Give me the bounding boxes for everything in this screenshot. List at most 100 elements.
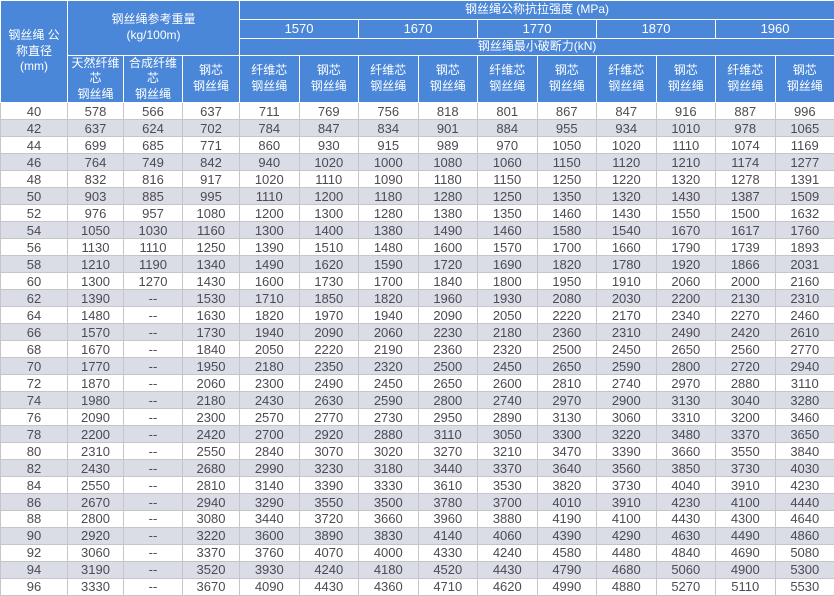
value-cell: 1893 [774,238,834,257]
value-cell: 2880 [715,374,776,393]
value-cell: 2031 [774,255,834,274]
value-cell: -- [123,323,183,342]
value-cell: 2320 [358,357,419,376]
value-cell: 2430 [67,459,124,478]
value-cell: 816 [123,170,183,189]
value-cell: 1270 [123,272,183,291]
value-cell: 2060 [181,374,241,393]
table-row: 92 3060 -- 3370 3760 4070 4000 4330 4240 4580 4480… [0,543,834,562]
value-cell: 1700 [358,272,419,291]
value-cell: 3700 [477,493,538,511]
value-cell: 1050 [536,136,598,155]
value-cell: 847 [596,102,657,121]
strength-value-header: 1960 [715,19,834,39]
value-cell: -- [123,543,183,562]
table-row: 96 3330 -- 3670 4090 4430 4360 4710 4620 4990 4880… [0,577,834,596]
value-cell: 2590 [358,391,419,410]
value-cell: 637 [67,119,124,138]
value-cell: 3840 [774,442,834,461]
table-row: 82 2430 -- 2680 2990 3230 3180 3440 3370 3640 3560… [0,459,834,478]
value-cell: 4090 [239,577,300,596]
value-cell: 1950 [181,357,241,376]
value-cell: 2550 [67,476,124,495]
value-cell: 2650 [655,340,717,359]
table-row: 40 578 566 637 711 769 756 818 801 867 847 916 887 99… [0,102,834,121]
value-cell: -- [123,425,183,444]
value-cell: 1430 [655,187,717,206]
value-cell: 3270 [417,442,479,461]
value-cell: 2500 [417,357,479,376]
value-cell: 771 [181,136,241,155]
value-cell: 3200 [715,408,776,427]
value-cell: 3660 [358,510,419,528]
value-cell: 834 [358,119,419,138]
value-cell: 2030 [596,289,657,308]
value-cell: 3500 [358,493,419,511]
value-cell: 1790 [655,238,717,257]
value-cell: 4880 [596,577,657,596]
value-cell: 1220 [596,170,657,189]
value-cell: 1739 [715,238,776,257]
value-cell: -- [123,306,183,325]
value-cell: 1820 [239,306,300,325]
value-cell: 2940 [181,493,241,511]
value-cell: 2220 [298,340,360,359]
value-cell: 2080 [536,289,598,308]
value-cell: 1277 [774,153,834,172]
table-row: 54 1050 1030 1160 1300 1400 1380 1490 1460 1580 15… [0,221,834,240]
value-cell: 2680 [181,459,241,478]
value-cell: 2950 [417,408,479,427]
value-cell: 916 [655,102,717,121]
value-cell: 3640 [536,459,598,478]
value-cell: 832 [67,170,124,189]
value-cell: 867 [536,102,598,121]
diameter-cell: 58 [0,255,68,274]
value-cell: -- [123,577,183,596]
value-cell: 4230 [655,493,717,511]
value-cell: 1500 [715,204,776,223]
value-cell: 1169 [774,136,834,155]
value-cell: 2630 [298,391,360,410]
table-row: 46 764 749 842 940 1020 1000 1080 1060 1150 1120 12… [0,153,834,172]
value-cell: 4390 [536,526,598,545]
value-cell: 2350 [298,357,360,376]
value-cell: 3040 [715,391,776,410]
value-cell: 2880 [358,425,419,444]
value-cell: 3890 [298,526,360,545]
value-cell: 1570 [67,323,124,342]
value-cell: 1090 [358,170,419,189]
table-row: 78 2200 -- 2420 2700 2920 2880 3110 3050 3300 3220… [0,425,834,444]
value-cell: 3880 [477,510,538,528]
value-cell: -- [123,374,183,393]
value-cell: 2420 [181,425,241,444]
value-cell: 3280 [774,391,834,410]
value-cell: 1150 [477,170,538,189]
value-cell: 2310 [774,289,834,308]
diameter-cell: 50 [0,187,68,206]
value-cell: 3730 [596,476,657,495]
diameter-cell: 96 [0,577,68,596]
value-cell: 3110 [417,425,479,444]
value-cell: 3300 [536,425,598,444]
strength-subheader: 纤维芯 钢丝绳 [715,54,776,104]
value-cell: 4430 [477,560,538,579]
value-cell: 4000 [358,543,419,562]
value-cell: 1780 [596,255,657,274]
value-cell: 1300 [298,204,360,223]
value-cell: 4230 [774,476,834,495]
value-cell: 1720 [417,255,479,274]
value-cell: 2190 [358,340,419,359]
value-cell: 2130 [715,289,776,308]
value-cell: 4180 [358,560,419,579]
value-cell: 1960 [417,289,479,308]
diameter-cell: 90 [0,526,68,545]
value-cell: 976 [67,204,124,223]
value-cell: 1160 [181,221,241,240]
table-row: 52 976 957 1080 1200 1300 1280 1380 1350 1460 1430… [0,204,834,223]
value-cell: 3060 [596,408,657,427]
value-cell: 2340 [655,306,717,325]
value-cell: 978 [715,119,776,138]
strength-subheader: 纤维芯 钢丝绳 [358,54,419,104]
value-cell: 1866 [715,255,776,274]
